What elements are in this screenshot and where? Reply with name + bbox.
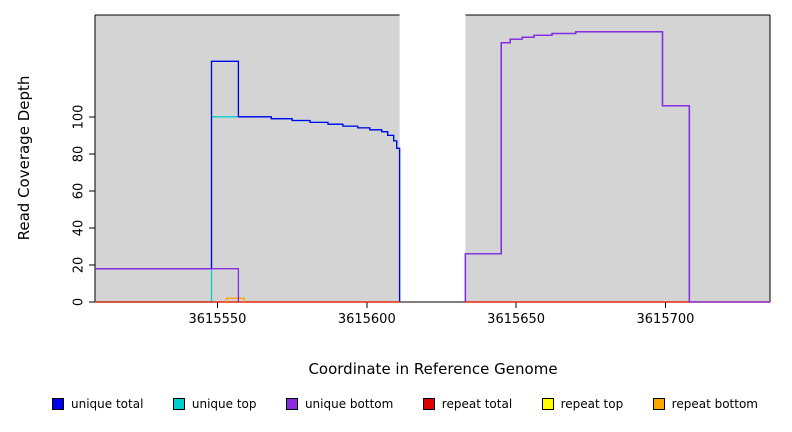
legend-label: unique top: [191, 397, 257, 411]
x-tick-label: 3615700: [636, 312, 695, 327]
legend: unique total unique top unique bottom re…: [52, 397, 758, 411]
y-axis-label: Read Coverage Depth: [15, 75, 33, 241]
legend-label: repeat total: [441, 397, 513, 411]
series-line-unique-total: [95, 60, 401, 302]
y-tick-label: 80: [71, 145, 87, 163]
legend-label: unique bottom: [304, 397, 394, 411]
repeat-top-swatch-icon: [541, 398, 554, 410]
legend-item-unique-total: unique total: [52, 397, 143, 411]
x-axis-label: Coordinate in Reference Genome: [308, 360, 558, 378]
legend-label: unique total: [71, 397, 144, 411]
legend-label: repeat top: [560, 397, 624, 411]
repeat-bottom-swatch-icon: [652, 398, 665, 410]
x-tick-label: 3615650: [487, 312, 546, 327]
legend-item-unique-top: unique top: [172, 397, 257, 411]
legend-item-repeat-top: repeat top: [541, 397, 624, 411]
x-tick-label: 3615600: [337, 312, 396, 327]
coverage-region: [465, 15, 770, 302]
series-line-repeat-bottom: [225, 297, 245, 302]
legend-item-repeat-total: repeat total: [422, 397, 513, 411]
legend-item-unique-bottom: unique bottom: [285, 397, 394, 411]
y-tick-label: 60: [71, 182, 87, 200]
y-tick-label: 0: [71, 297, 87, 307]
y-tick-label: 100: [71, 104, 87, 130]
y-tick-label: 40: [71, 219, 87, 237]
series-line-unique-bottom: [95, 268, 240, 302]
unique-bottom-swatch-icon: [285, 398, 298, 410]
legend-label: repeat bottom: [671, 397, 758, 411]
unique-top-swatch-icon: [172, 398, 185, 410]
series-line-unique-bottom: [464, 31, 770, 303]
coverage-region: [95, 15, 400, 302]
unique-total-swatch-icon: [52, 398, 64, 410]
y-tick-label: 20: [71, 256, 87, 274]
legend-item-repeat-bottom: repeat bottom: [652, 397, 758, 411]
repeat-total-swatch-icon: [422, 398, 435, 410]
x-tick-label: 3615550: [188, 312, 247, 327]
